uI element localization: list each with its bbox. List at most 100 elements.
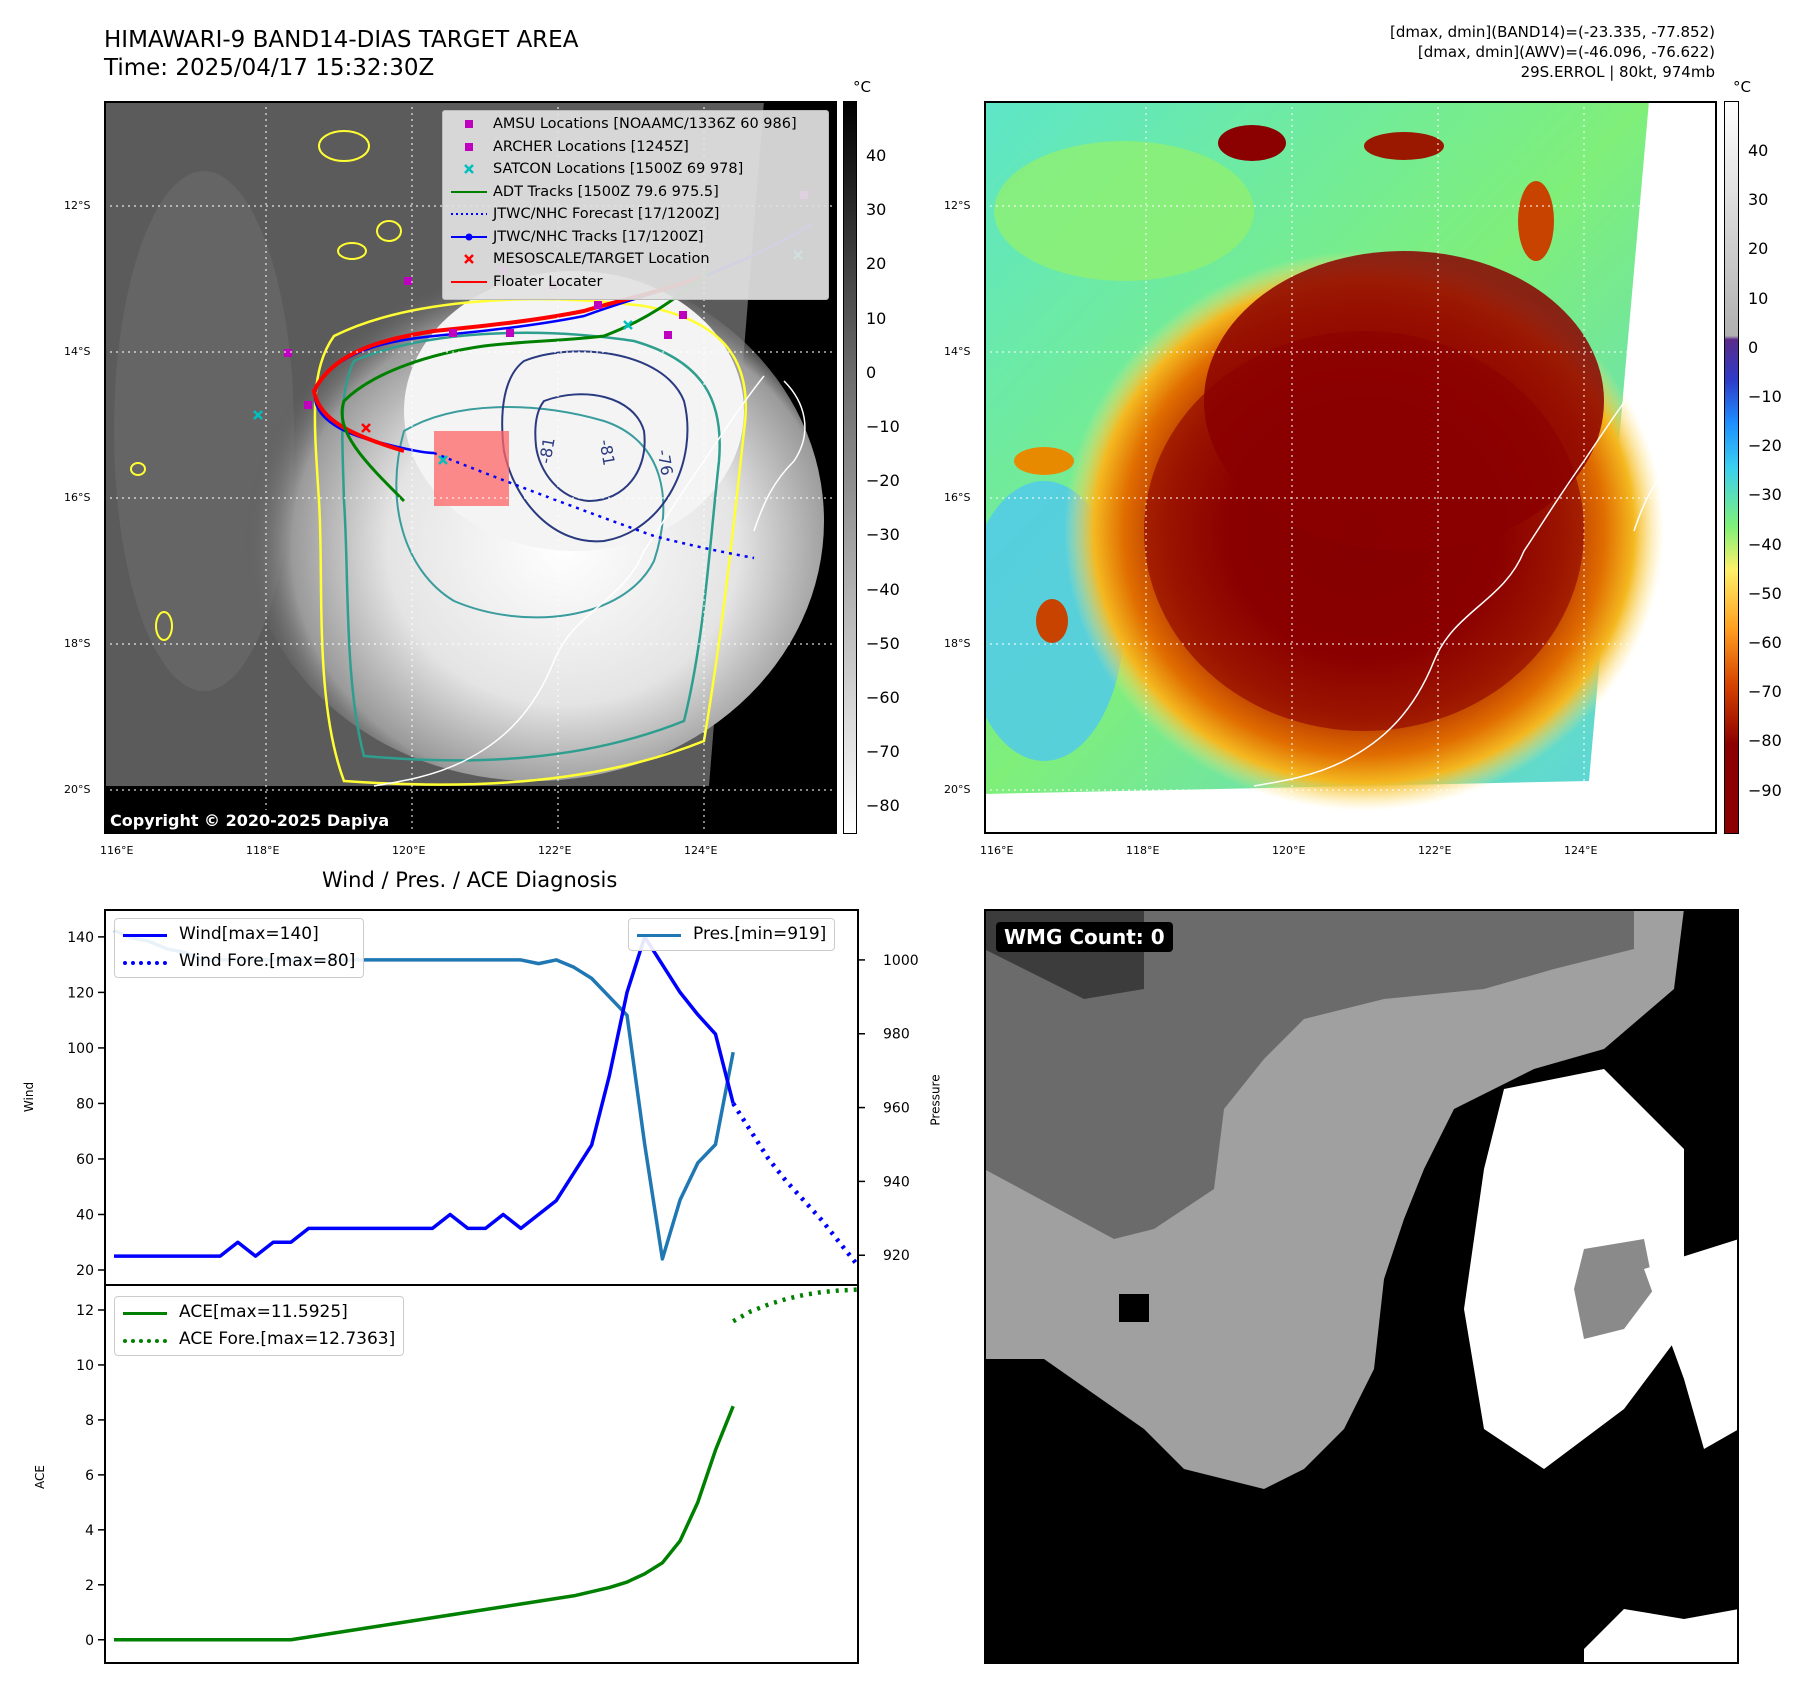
colorbar-tick: 30 bbox=[1748, 190, 1769, 210]
lon-label: 118°E bbox=[1126, 844, 1160, 857]
colorbar-tick: 20 bbox=[1748, 239, 1769, 259]
colorbar-tick: −90 bbox=[1748, 780, 1782, 800]
lat-label: 12°S bbox=[944, 199, 971, 212]
colorbar-tick: 40 bbox=[866, 146, 887, 165]
colorbar-tick: −30 bbox=[1748, 485, 1782, 505]
lat-label: 18°S bbox=[64, 637, 91, 650]
legend-pressure: Pres.[min=919] bbox=[637, 921, 826, 948]
lat-label: 14°S bbox=[944, 345, 971, 358]
diagnosis-title: Wind / Pres. / ACE Diagnosis bbox=[322, 868, 618, 892]
legend-item-mesoscale: MESOSCALE/TARGET Location bbox=[443, 248, 797, 271]
colorbar-tick: −60 bbox=[1748, 633, 1782, 652]
wind-legend: Wind[max=140] Wind Fore.[max=80] bbox=[114, 918, 365, 978]
lon-label: 116°E bbox=[980, 844, 1014, 857]
lon-label: 116°E bbox=[100, 844, 134, 857]
colorbar-tick: 10 bbox=[1748, 288, 1769, 308]
colorbar-unit: °C bbox=[1733, 78, 1751, 96]
lat-label: 20°S bbox=[944, 783, 971, 796]
legend-item-tracks: JTWC/NHC Tracks [17/1200Z] bbox=[443, 226, 797, 249]
stats-text: [dmax, dmin](BAND14)=(-23.335, -77.852) … bbox=[1390, 23, 1715, 81]
colorbar-tick: −40 bbox=[866, 579, 900, 599]
lon-label: 122°E bbox=[1418, 844, 1452, 857]
colorbar-tick: −10 bbox=[1748, 387, 1782, 406]
ace-plot bbox=[104, 1284, 859, 1664]
lon-label: 120°E bbox=[392, 844, 426, 857]
colorbar-tick: 0 bbox=[1748, 337, 1759, 357]
map1-frame bbox=[104, 101, 837, 834]
wind-tick-label: 40 bbox=[76, 1207, 94, 1223]
pressure-legend: Pres.[min=919] bbox=[628, 918, 836, 951]
lat-label: 14°S bbox=[64, 345, 91, 358]
legend-wind: Wind[max=140] bbox=[123, 921, 355, 948]
colorbar-tick: 10 bbox=[866, 308, 887, 328]
pressure-axis-label: Pressure bbox=[928, 1074, 943, 1126]
colorbar-tick: 0 bbox=[866, 362, 877, 382]
colorbar-tick: 20 bbox=[866, 254, 887, 274]
colorbar-tick: −70 bbox=[1748, 682, 1782, 702]
colorbar-tick: −10 bbox=[866, 417, 900, 436]
map-legend: AMSU Locations [NOAAMC/1336Z 60 986] ARC… bbox=[442, 110, 829, 300]
wmg-count-label: WMG Count: 0 bbox=[996, 922, 1173, 952]
pressure-tick-label: 980 bbox=[883, 1027, 910, 1043]
colorbar-tick: 40 bbox=[1748, 141, 1769, 160]
pressure-tick-label: 960 bbox=[883, 1101, 910, 1117]
color-enhanced-map bbox=[984, 101, 1717, 834]
ace-tick-label: 6 bbox=[85, 1468, 94, 1484]
copyright-label: Copyright © 2020-2025 Dapiya bbox=[104, 810, 396, 831]
legend-item-amsu: AMSU Locations [NOAAMC/1336Z 60 986] bbox=[443, 113, 797, 136]
color-colorbar bbox=[1724, 101, 1739, 834]
colorbar-tick: −30 bbox=[866, 525, 900, 545]
wind-tick-label: 100 bbox=[67, 1041, 94, 1057]
colorbar-tick: −80 bbox=[1748, 731, 1782, 751]
lat-label: 16°S bbox=[64, 491, 91, 504]
ace-tick-label: 10 bbox=[76, 1358, 94, 1374]
gray-colorbar bbox=[843, 101, 857, 834]
legend-wind-forecast: Wind Fore.[max=80] bbox=[123, 948, 355, 975]
map2-frame bbox=[984, 101, 1717, 834]
colorbar-tick: −20 bbox=[866, 471, 900, 491]
ace-tick-label: 4 bbox=[85, 1523, 94, 1539]
wmg-frame bbox=[984, 909, 1739, 1664]
wind-tick-label: 140 bbox=[67, 930, 94, 946]
legend-ace-forecast: ACE Fore.[max=12.7363] bbox=[123, 1326, 395, 1353]
lat-label: 20°S bbox=[64, 783, 91, 796]
ace-tick-label: 12 bbox=[76, 1303, 94, 1319]
pressure-tick-label: 920 bbox=[883, 1248, 910, 1264]
lat-label: 16°S bbox=[944, 491, 971, 504]
lon-label: 122°E bbox=[538, 844, 572, 857]
lon-label: 118°E bbox=[246, 844, 280, 857]
colorbar-tick: −20 bbox=[1748, 436, 1782, 456]
ace-tick-label: 0 bbox=[85, 1633, 94, 1649]
colorbar-unit: °C bbox=[853, 78, 871, 96]
legend-ace: ACE[max=11.5925] bbox=[123, 1299, 395, 1326]
lon-label: 120°E bbox=[1272, 844, 1306, 857]
colorbar-tick: −80 bbox=[866, 796, 900, 816]
wind-tick-label: 60 bbox=[76, 1152, 94, 1168]
legend-item-satcon: SATCON Locations [1500Z 69 978] bbox=[443, 158, 797, 181]
wind-tick-label: 120 bbox=[67, 985, 94, 1001]
colorbar-tick: −40 bbox=[1748, 534, 1782, 554]
chart-title: HIMAWARI-9 BAND14-DIAS TARGET AREA Time:… bbox=[104, 27, 579, 81]
ace-tick-label: 8 bbox=[85, 1413, 94, 1429]
ace-axis-label: ACE bbox=[32, 1465, 47, 1489]
wind-tick-label: 80 bbox=[76, 1096, 94, 1112]
ace-tick-label: 2 bbox=[85, 1578, 94, 1594]
lon-label: 124°E bbox=[684, 844, 718, 857]
colorbar-tick: −50 bbox=[866, 633, 900, 653]
pressure-tick-label: 940 bbox=[883, 1174, 910, 1190]
legend-item-forecast: JTWC/NHC Forecast [17/1200Z] bbox=[451, 206, 720, 222]
colorbar-tick: −50 bbox=[1748, 583, 1782, 603]
ace-legend: ACE[max=11.5925] ACE Fore.[max=12.7363] bbox=[114, 1296, 405, 1356]
lat-label: 12°S bbox=[64, 199, 91, 212]
wind-axis-label: Wind bbox=[22, 1081, 37, 1113]
colorbar-tick: −60 bbox=[866, 688, 900, 707]
lat-label: 18°S bbox=[944, 637, 971, 650]
legend-item-floater: Floater Locater bbox=[451, 273, 603, 290]
colorbar-tick: 30 bbox=[866, 200, 887, 220]
wind-tick-label: 20 bbox=[76, 1263, 94, 1279]
legend-item-archer: ARCHER Locations [1245Z] bbox=[443, 136, 797, 159]
lon-label: 124°E bbox=[1564, 844, 1598, 857]
legend-item-adt: ADT Tracks [1500Z 79.6 975.5] bbox=[451, 183, 719, 200]
colorbar-tick: −70 bbox=[866, 742, 900, 762]
pressure-tick-label: 1000 bbox=[883, 953, 919, 969]
